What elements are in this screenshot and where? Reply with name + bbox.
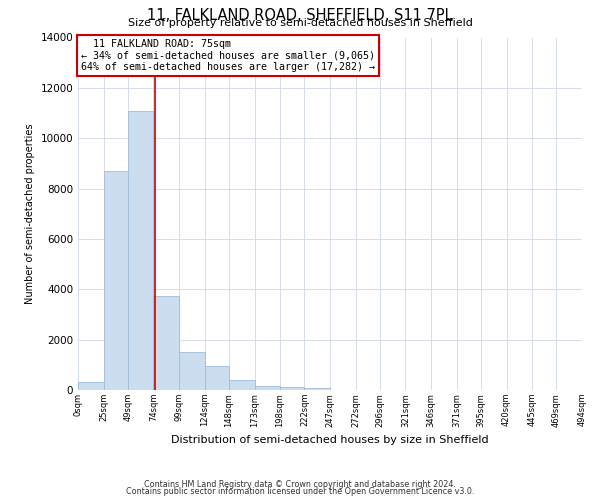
Bar bbox=[104, 171, 128, 390]
Bar bbox=[154, 296, 179, 390]
Y-axis label: Number of semi-detached properties: Number of semi-detached properties bbox=[25, 124, 35, 304]
Bar bbox=[78, 382, 104, 390]
X-axis label: Distribution of semi-detached houses by size in Sheffield: Distribution of semi-detached houses by … bbox=[171, 435, 489, 445]
Text: Contains HM Land Registry data © Crown copyright and database right 2024.: Contains HM Land Registry data © Crown c… bbox=[144, 480, 456, 489]
Bar bbox=[205, 366, 229, 390]
Bar bbox=[304, 388, 330, 390]
Bar bbox=[179, 352, 205, 390]
Bar bbox=[128, 110, 154, 390]
Text: 11 FALKLAND ROAD: 75sqm
← 34% of semi-detached houses are smaller (9,065)
64% of: 11 FALKLAND ROAD: 75sqm ← 34% of semi-de… bbox=[80, 40, 374, 72]
Text: Contains public sector information licensed under the Open Government Licence v3: Contains public sector information licen… bbox=[126, 487, 474, 496]
Bar bbox=[229, 380, 254, 390]
Bar bbox=[280, 388, 304, 390]
Text: 11, FALKLAND ROAD, SHEFFIELD, S11 7PL: 11, FALKLAND ROAD, SHEFFIELD, S11 7PL bbox=[147, 8, 453, 22]
Text: Size of property relative to semi-detached houses in Sheffield: Size of property relative to semi-detach… bbox=[128, 18, 472, 28]
Bar bbox=[254, 386, 280, 390]
